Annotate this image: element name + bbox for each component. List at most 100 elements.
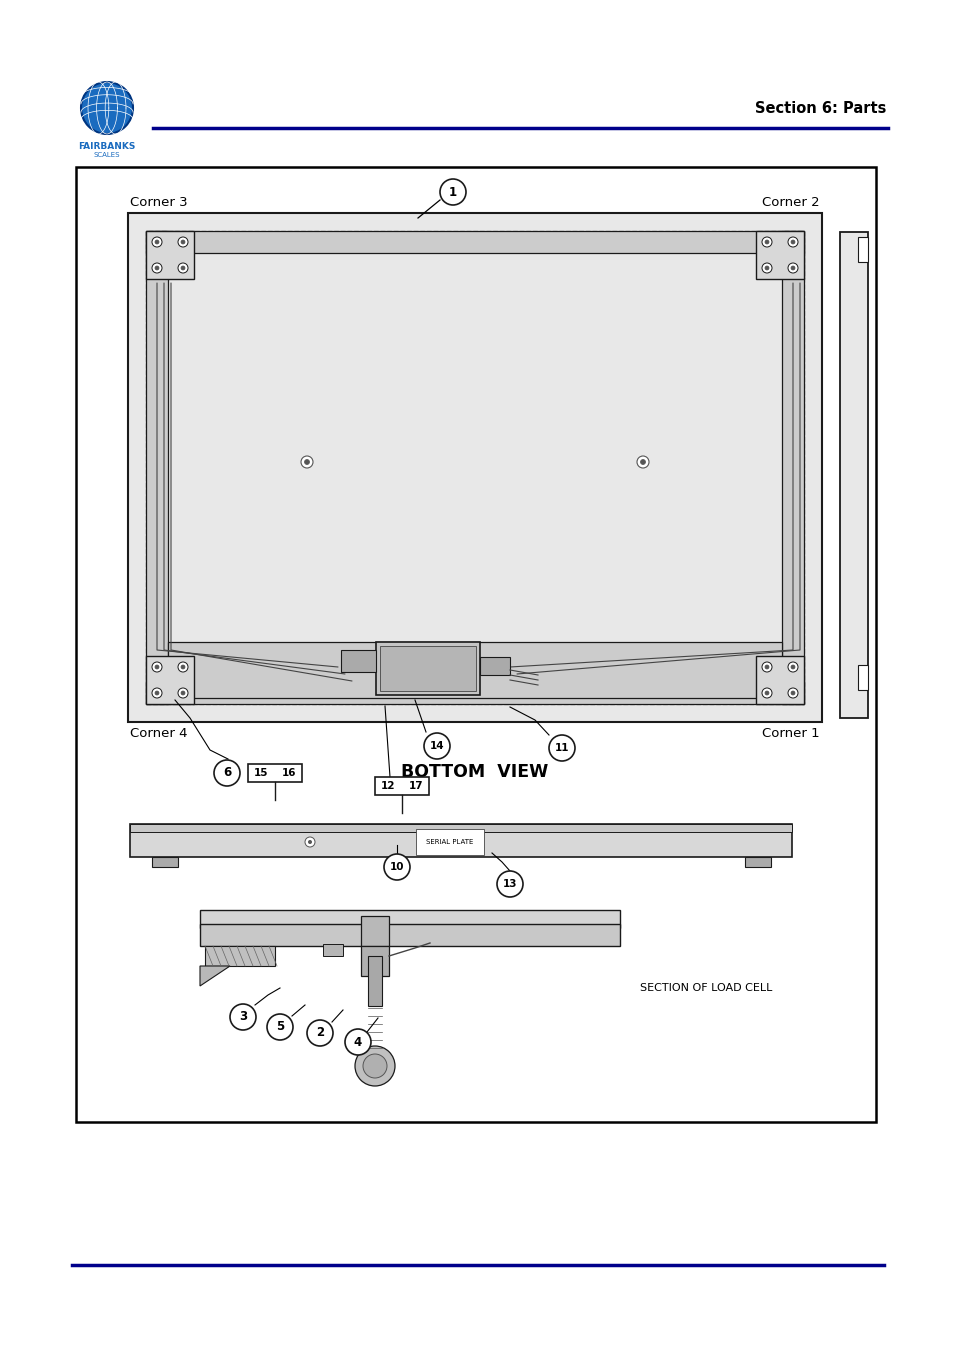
- Bar: [479, 657, 510, 676]
- Bar: [323, 944, 343, 957]
- Circle shape: [787, 688, 797, 698]
- Bar: [248, 765, 302, 782]
- Circle shape: [384, 854, 410, 880]
- Bar: [130, 824, 791, 857]
- Text: BOTTOM  VIEW: BOTTOM VIEW: [401, 763, 548, 781]
- Text: 4: 4: [354, 1035, 362, 1048]
- Bar: [360, 916, 389, 946]
- Text: SECTION OF LOAD CELL: SECTION OF LOAD CELL: [639, 984, 772, 993]
- Circle shape: [181, 266, 185, 270]
- Bar: [857, 665, 867, 690]
- Circle shape: [304, 459, 309, 465]
- Circle shape: [178, 662, 188, 671]
- Circle shape: [152, 236, 162, 247]
- Circle shape: [637, 457, 648, 467]
- Bar: [857, 236, 867, 262]
- Circle shape: [308, 840, 312, 844]
- Bar: [168, 642, 781, 698]
- Text: 3: 3: [238, 1011, 247, 1024]
- Bar: [755, 231, 803, 280]
- Circle shape: [787, 263, 797, 273]
- Text: 14: 14: [429, 740, 444, 751]
- Circle shape: [790, 690, 794, 694]
- Bar: [744, 857, 770, 867]
- Circle shape: [355, 1046, 395, 1086]
- Circle shape: [178, 688, 188, 698]
- Circle shape: [345, 1029, 371, 1055]
- Text: 17: 17: [408, 781, 423, 790]
- Circle shape: [81, 82, 132, 134]
- Bar: [781, 231, 803, 704]
- Circle shape: [790, 266, 794, 270]
- Text: Section 6: Parts: Section 6: Parts: [754, 101, 885, 116]
- Text: 6: 6: [223, 766, 231, 780]
- Circle shape: [178, 236, 188, 247]
- Circle shape: [761, 662, 771, 671]
- Circle shape: [181, 240, 185, 245]
- Text: Corner 2: Corner 2: [761, 196, 820, 209]
- Bar: [200, 924, 619, 946]
- Circle shape: [790, 665, 794, 669]
- Bar: [146, 657, 193, 704]
- Bar: [205, 946, 274, 966]
- Text: 11: 11: [554, 743, 569, 753]
- Bar: [200, 911, 619, 928]
- Bar: [76, 168, 875, 1121]
- Circle shape: [423, 734, 450, 759]
- Polygon shape: [200, 966, 230, 986]
- Circle shape: [787, 236, 797, 247]
- Circle shape: [307, 1020, 333, 1046]
- Text: SERIAL PLATE: SERIAL PLATE: [426, 839, 474, 844]
- Circle shape: [301, 457, 313, 467]
- Bar: [152, 857, 178, 867]
- Circle shape: [154, 240, 159, 245]
- Text: SCALES: SCALES: [93, 153, 120, 158]
- Circle shape: [178, 263, 188, 273]
- Circle shape: [181, 665, 185, 669]
- Bar: [375, 642, 479, 694]
- Bar: [379, 646, 476, 690]
- Circle shape: [790, 240, 794, 245]
- Circle shape: [764, 665, 768, 669]
- Circle shape: [761, 236, 771, 247]
- Circle shape: [761, 688, 771, 698]
- Text: 5: 5: [275, 1020, 284, 1034]
- Circle shape: [497, 871, 522, 897]
- Bar: [146, 682, 803, 704]
- Circle shape: [548, 735, 575, 761]
- Circle shape: [152, 662, 162, 671]
- Text: Corner 4: Corner 4: [130, 727, 188, 740]
- Circle shape: [152, 263, 162, 273]
- Text: Corner 3: Corner 3: [130, 196, 188, 209]
- Bar: [840, 232, 867, 717]
- Text: Corner 1: Corner 1: [761, 727, 820, 740]
- Circle shape: [154, 690, 159, 694]
- Text: 16: 16: [281, 767, 296, 778]
- Circle shape: [305, 838, 314, 847]
- Text: 13: 13: [502, 880, 517, 889]
- Circle shape: [363, 1054, 387, 1078]
- Circle shape: [787, 662, 797, 671]
- Circle shape: [764, 240, 768, 245]
- Bar: [368, 957, 381, 1006]
- Text: 12: 12: [380, 781, 395, 790]
- Text: 10: 10: [390, 862, 404, 871]
- Circle shape: [154, 665, 159, 669]
- Bar: [755, 657, 803, 704]
- Circle shape: [764, 266, 768, 270]
- Bar: [128, 213, 821, 721]
- Text: FAIRBANKS: FAIRBANKS: [78, 142, 135, 151]
- Bar: [360, 946, 389, 975]
- Circle shape: [213, 761, 240, 786]
- Text: 15: 15: [253, 767, 268, 778]
- Circle shape: [761, 263, 771, 273]
- Bar: [130, 824, 791, 832]
- Bar: [375, 777, 429, 794]
- Circle shape: [267, 1015, 293, 1040]
- Circle shape: [639, 459, 645, 465]
- Text: 2: 2: [315, 1027, 324, 1039]
- Bar: [146, 231, 168, 704]
- Circle shape: [439, 178, 465, 205]
- Bar: [340, 650, 375, 671]
- Bar: [146, 231, 193, 280]
